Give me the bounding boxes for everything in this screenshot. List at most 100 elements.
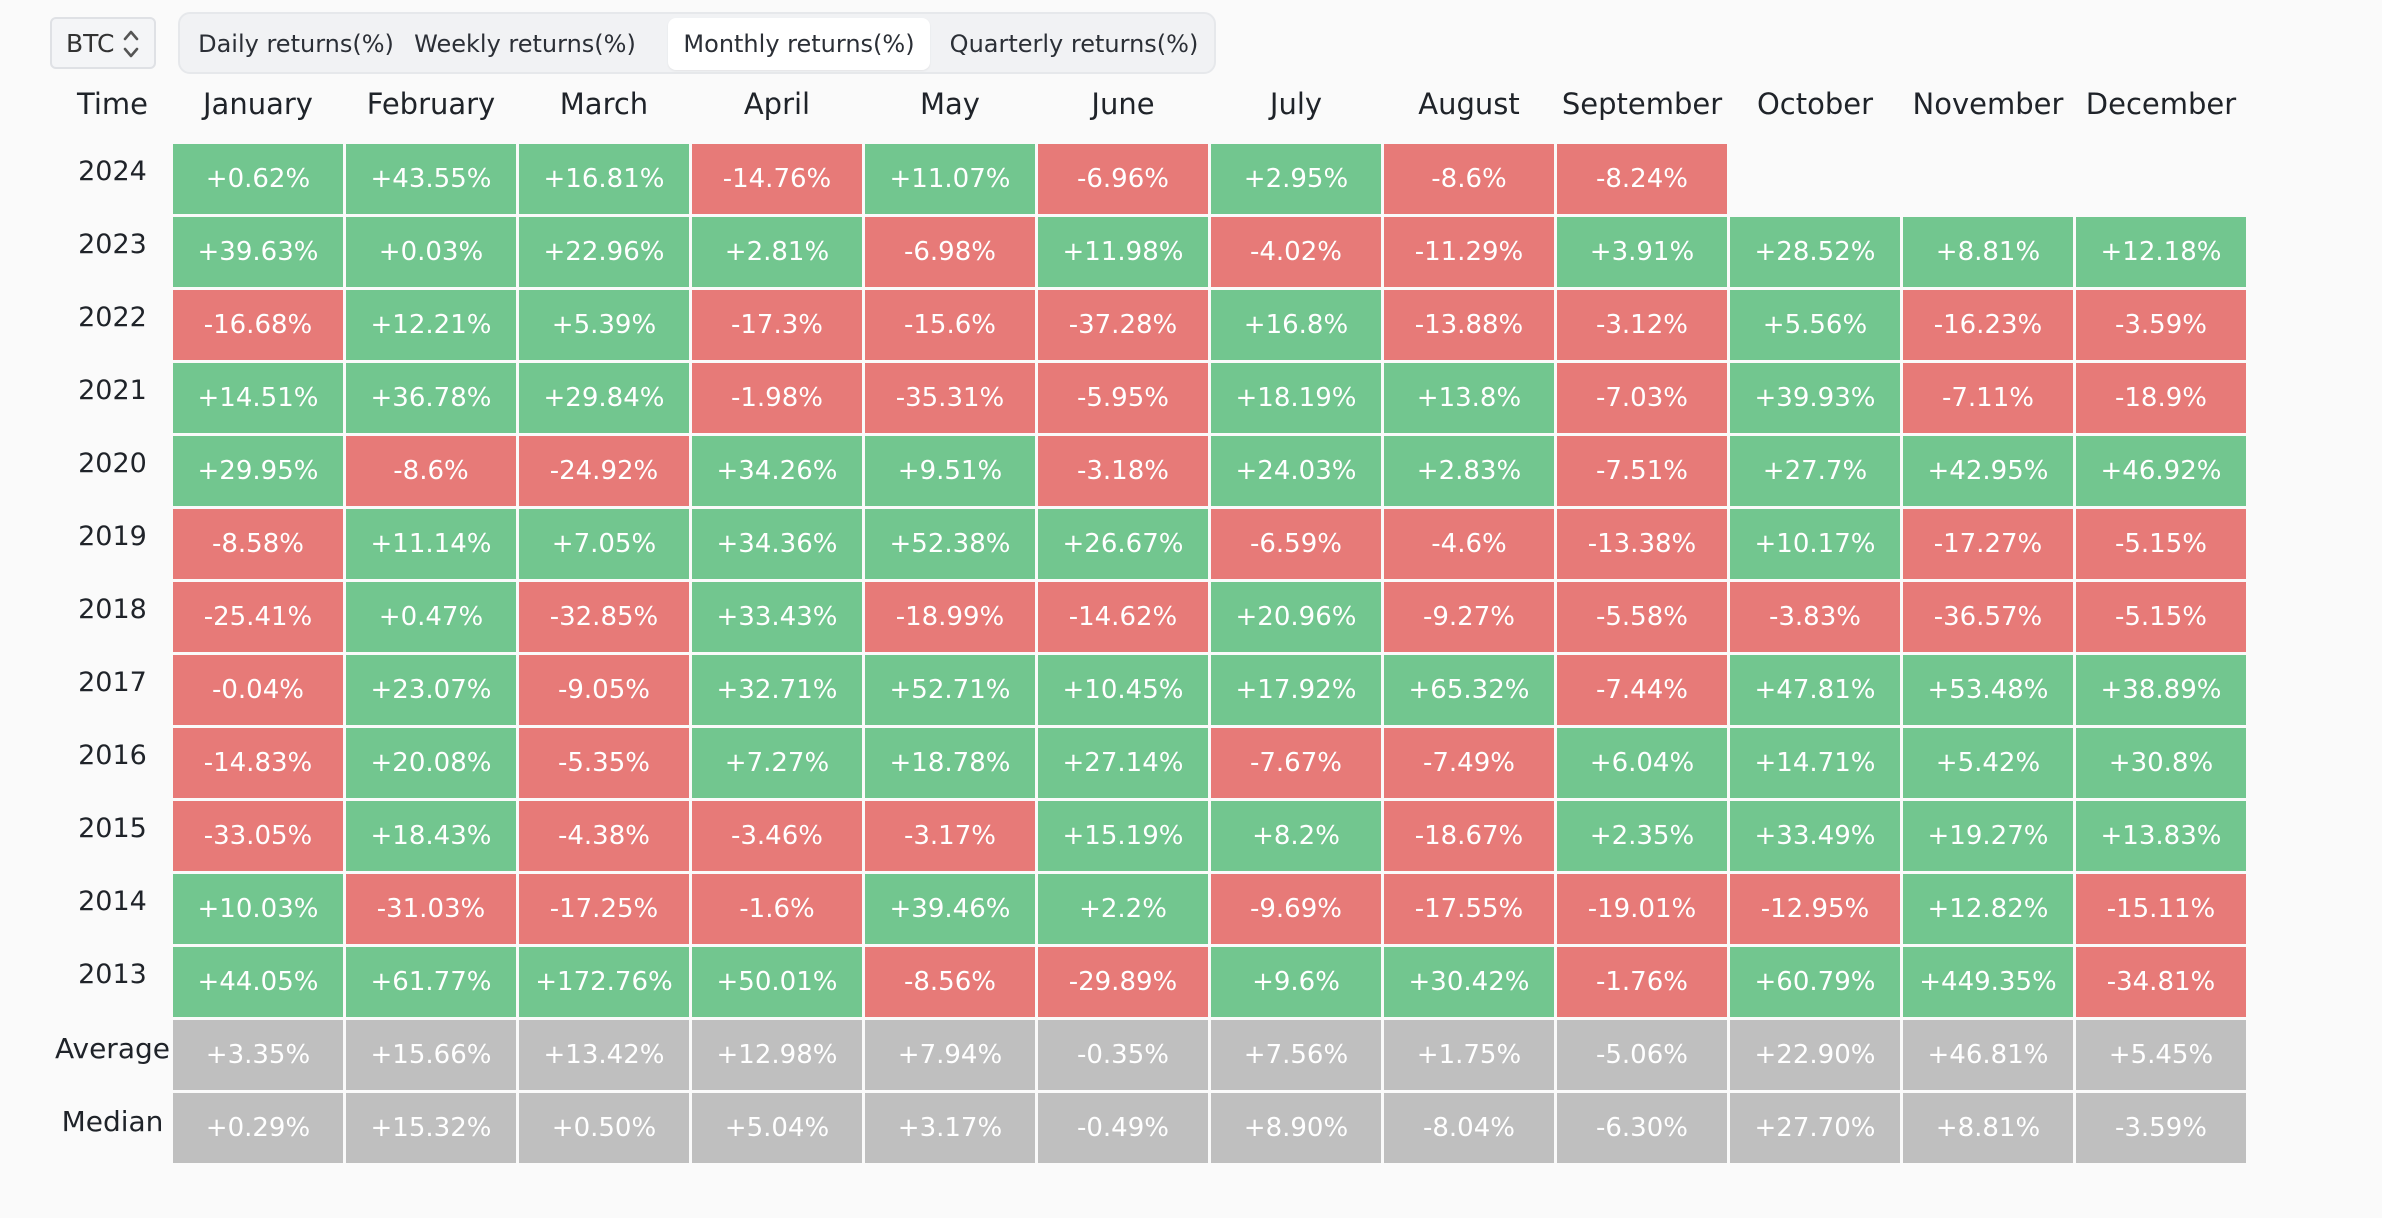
return-cell: -5.15% [2075,509,2246,579]
return-cell: +20.96% [1210,582,1381,652]
return-cell: +6.04% [1556,728,1727,798]
month-header-november: November [1912,87,2064,121]
average-row: Average +3.35% +15.66% +13.42% +12.98% +7.94%… [55,1020,2246,1090]
return-cell: -15.11% [2075,874,2246,944]
year-row-2018: 2018 -25.41% +0.47% -32.85% +33.43% -18.99% -1… [55,582,2246,652]
return-cell: -32.85% [518,582,689,652]
return-cell: -8.6% [1383,144,1554,214]
return-cell: -25.41% [172,582,343,652]
return-cell: +8.2% [1210,801,1381,871]
tab-weekly-returns[interactable]: Weekly returns(%) [414,30,636,58]
return-cell: -3.46% [691,801,862,871]
return-cell: -29.89% [1037,947,1208,1017]
return-cell: +34.36% [691,509,862,579]
return-cell: +29.95% [172,436,343,506]
row-label: 2021 [78,375,147,406]
return-cell: +53.48% [1902,655,2073,725]
return-cell: -0.49% [1037,1093,1208,1163]
return-cell: -13.88% [1383,290,1554,360]
return-cell: +46.81% [1902,1020,2073,1090]
row-label: 2015 [78,813,147,844]
return-cell: +9.51% [864,436,1035,506]
return-cell: -0.04% [172,655,343,725]
return-cell: +5.04% [691,1093,862,1163]
tab-monthly-returns[interactable]: Monthly returns(%) [668,18,930,70]
return-cell: +11.14% [345,509,516,579]
return-cell: -14.62% [1037,582,1208,652]
return-cell: +7.56% [1210,1020,1381,1090]
return-cell: -31.03% [345,874,516,944]
return-cell: +34.26% [691,436,862,506]
empty-cell [2076,144,2246,214]
return-cell: +13.8% [1383,363,1554,433]
year-row-2024: 2024 +0.62% +43.55% +16.81% -14.76% +11.07% -6… [55,144,2246,214]
return-cell: +2.35% [1556,801,1727,871]
return-cell: +15.19% [1037,801,1208,871]
return-cell: -3.59% [2075,290,2246,360]
return-cell: +449.35% [1902,947,2073,1017]
asset-select[interactable]: BTC [50,17,156,69]
return-cell: +43.55% [345,144,516,214]
table-header-row: Time January February March April May June Jul… [55,87,2246,141]
return-cell: +1.75% [1383,1020,1554,1090]
row-label: 2024 [78,156,147,187]
tab-quarterly-returns[interactable]: Quarterly returns(%) [949,30,1199,58]
year-row-2014: 2014 +10.03% -31.03% -17.25% -1.6% +39.46% +2.… [55,874,2246,944]
year-row-2015: 2015 -33.05% +18.43% -4.38% -3.46% -3.17% +15.… [55,801,2246,871]
year-row-2017: 2017 -0.04% +23.07% -9.05% +32.71% +52.71% +10… [55,655,2246,725]
return-cell: +44.05% [172,947,343,1017]
return-cell: -14.76% [691,144,862,214]
return-cell: -6.59% [1210,509,1381,579]
tab-daily-returns[interactable]: Daily returns(%) [198,30,394,58]
return-cell: +10.03% [172,874,343,944]
return-cell: +13.83% [2075,801,2246,871]
return-cell: -11.29% [1383,217,1554,287]
return-cell: -33.05% [172,801,343,871]
return-cell: +29.84% [518,363,689,433]
return-cell: -5.58% [1556,582,1727,652]
month-header-september: September [1561,87,1723,121]
return-cell: -3.18% [1037,436,1208,506]
return-cell: -6.98% [864,217,1035,287]
month-header-july: July [1269,87,1323,121]
return-cell: +2.2% [1037,874,1208,944]
return-cell: +2.83% [1383,436,1554,506]
return-cell: -7.49% [1383,728,1554,798]
return-cell: -8.56% [864,947,1035,1017]
return-cell: +16.81% [518,144,689,214]
return-cell: +28.52% [1729,217,1900,287]
year-row-2019: 2019 -8.58% +11.14% +7.05% +34.36% +52.38% +26… [55,509,2246,579]
return-cell: +22.90% [1729,1020,1900,1090]
month-header-december: December [2085,87,2237,121]
return-cell: -13.38% [1556,509,1727,579]
return-cell: -1.76% [1556,947,1727,1017]
return-cell: +18.43% [345,801,516,871]
return-cell: +7.94% [864,1020,1035,1090]
return-cell: -17.55% [1383,874,1554,944]
return-cell: +39.46% [864,874,1035,944]
return-cell: -9.05% [518,655,689,725]
return-cell: -5.15% [2075,582,2246,652]
return-cell: -17.3% [691,290,862,360]
return-cell: +27.7% [1729,436,1900,506]
return-cell: +42.95% [1902,436,2073,506]
return-cell: +27.70% [1729,1093,1900,1163]
return-cell: +3.35% [172,1020,343,1090]
return-cell: -16.68% [172,290,343,360]
return-cell: -8.6% [345,436,516,506]
return-cell: -15.6% [864,290,1035,360]
return-cell: +22.96% [518,217,689,287]
table-body: 2024 +0.62% +43.55% +16.81% -14.76% +11.07% -6… [55,144,2246,1163]
return-cell: +39.63% [172,217,343,287]
return-cell: +8.90% [1210,1093,1381,1163]
return-cell: +65.32% [1383,655,1554,725]
row-label: Average [55,1032,170,1065]
return-cell: -35.31% [864,363,1035,433]
return-cell: +24.03% [1210,436,1381,506]
return-cell: +2.81% [691,217,862,287]
row-label: 2018 [78,594,147,625]
return-cell: +50.01% [691,947,862,1017]
return-cell: +60.79% [1729,947,1900,1017]
return-cell: -1.98% [691,363,862,433]
return-cell: +52.71% [864,655,1035,725]
